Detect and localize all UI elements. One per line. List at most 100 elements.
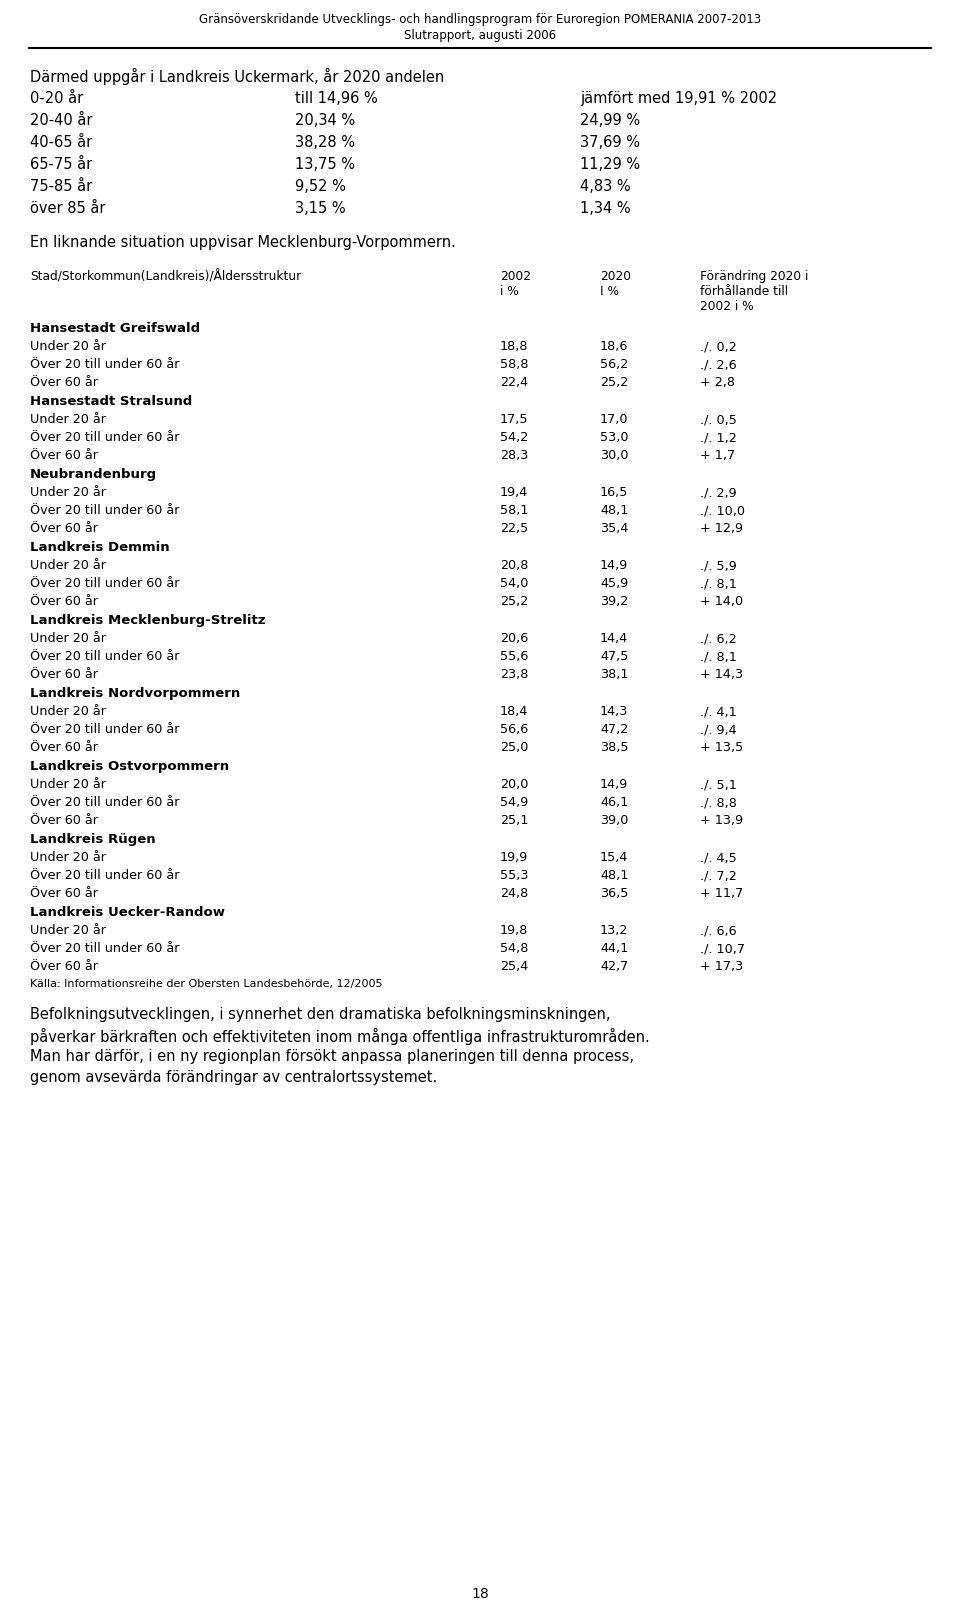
Text: Stad/Storkommun(Landkreis)/Åldersstruktur: Stad/Storkommun(Landkreis)/Åldersstruktu… [30, 270, 301, 283]
Text: Över 60 år: Över 60 år [30, 449, 98, 462]
Text: Källa: Informationsreihe der Obersten Landesbehörde, 12/2005: Källa: Informationsreihe der Obersten La… [30, 978, 382, 990]
Text: Befolkningsutvecklingen, i synnerhet den dramatiska befolkningsminskningen,: Befolkningsutvecklingen, i synnerhet den… [30, 1007, 611, 1022]
Text: 17,5: 17,5 [500, 414, 529, 426]
Text: ./. 7,2: ./. 7,2 [700, 869, 736, 882]
Text: + 2,8: + 2,8 [700, 377, 735, 389]
Text: 18,8: 18,8 [500, 339, 529, 352]
Text: 20,34 %: 20,34 % [295, 113, 355, 129]
Text: till 14,96 %: till 14,96 % [295, 92, 377, 106]
Text: 48,1: 48,1 [600, 504, 629, 516]
Text: 54,8: 54,8 [500, 941, 528, 956]
Text: Över 20 till under 60 år: Över 20 till under 60 år [30, 869, 180, 882]
Text: Under 20 år: Under 20 år [30, 414, 106, 426]
Text: ./. 9,4: ./. 9,4 [700, 722, 736, 735]
Text: + 14,0: + 14,0 [700, 595, 743, 608]
Text: ./. 8,1: ./. 8,1 [700, 650, 737, 663]
Text: 48,1: 48,1 [600, 869, 629, 882]
Text: ./. 6,6: ./. 6,6 [700, 924, 736, 936]
Text: 54,0: 54,0 [500, 578, 528, 591]
Text: Över 20 till under 60 år: Över 20 till under 60 år [30, 796, 180, 809]
Text: 36,5: 36,5 [600, 887, 629, 899]
Text: Landkreis Ostvorpommern: Landkreis Ostvorpommern [30, 759, 229, 772]
Text: 17,0: 17,0 [600, 414, 629, 426]
Text: 11,29 %: 11,29 % [580, 158, 640, 172]
Text: Över 60 år: Över 60 år [30, 887, 98, 899]
Text: 47,5: 47,5 [600, 650, 629, 663]
Text: Över 60 år: Över 60 år [30, 961, 98, 973]
Text: ./. 4,5: ./. 4,5 [700, 851, 736, 864]
Text: 16,5: 16,5 [600, 486, 629, 499]
Text: 25,0: 25,0 [500, 742, 528, 755]
Text: 47,2: 47,2 [600, 722, 628, 735]
Text: Under 20 år: Under 20 år [30, 558, 106, 573]
Text: Under 20 år: Under 20 år [30, 486, 106, 499]
Text: Över 60 år: Över 60 år [30, 521, 98, 536]
Text: ./. 2,6: ./. 2,6 [700, 357, 736, 372]
Text: 56,6: 56,6 [500, 722, 528, 735]
Text: 20,6: 20,6 [500, 632, 528, 645]
Text: Landkreis Rügen: Landkreis Rügen [30, 833, 156, 846]
Text: 18: 18 [471, 1586, 489, 1601]
Text: 54,2: 54,2 [500, 431, 528, 444]
Text: Hansestadt Greifswald: Hansestadt Greifswald [30, 322, 200, 335]
Text: Neubrandenburg: Neubrandenburg [30, 468, 157, 481]
Text: 1,34 %: 1,34 % [580, 201, 631, 216]
Text: Landkreis Nordvorpommern: Landkreis Nordvorpommern [30, 687, 240, 700]
Text: ./. 5,1: ./. 5,1 [700, 779, 737, 792]
Text: Förändring 2020 i
förhållande till
2002 i %: Förändring 2020 i förhållande till 2002 … [700, 270, 808, 314]
Text: ./. 6,2: ./. 6,2 [700, 632, 736, 645]
Text: Över 60 år: Över 60 år [30, 814, 98, 827]
Text: Över 60 år: Över 60 år [30, 668, 98, 681]
Text: 0-20 år: 0-20 år [30, 92, 84, 106]
Text: ./. 10,0: ./. 10,0 [700, 504, 745, 516]
Text: Under 20 år: Under 20 år [30, 851, 106, 864]
Text: Över 20 till under 60 år: Över 20 till under 60 år [30, 357, 180, 372]
Text: 25,2: 25,2 [600, 377, 628, 389]
Text: 19,8: 19,8 [500, 924, 528, 936]
Text: 40-65 år: 40-65 år [30, 135, 92, 150]
Text: 25,4: 25,4 [500, 961, 528, 973]
Text: 25,1: 25,1 [500, 814, 528, 827]
Text: 39,0: 39,0 [600, 814, 629, 827]
Text: Över 60 år: Över 60 år [30, 742, 98, 755]
Text: 20,8: 20,8 [500, 558, 528, 573]
Text: ./. 0,5: ./. 0,5 [700, 414, 737, 426]
Text: 45,9: 45,9 [600, 578, 628, 591]
Text: 56,2: 56,2 [600, 357, 628, 372]
Text: 54,9: 54,9 [500, 796, 528, 809]
Text: 44,1: 44,1 [600, 941, 628, 956]
Text: 24,8: 24,8 [500, 887, 528, 899]
Text: över 85 år: över 85 år [30, 201, 106, 216]
Text: Över 20 till under 60 år: Över 20 till under 60 år [30, 941, 180, 956]
Text: Gränsöverskridande Utvecklings- och handlingsprogram för Euroregion POMERANIA 20: Gränsöverskridande Utvecklings- och hand… [199, 13, 761, 26]
Text: Över 20 till under 60 år: Över 20 till under 60 år [30, 578, 180, 591]
Text: 65-75 år: 65-75 år [30, 158, 92, 172]
Text: 22,5: 22,5 [500, 521, 528, 536]
Text: + 17,3: + 17,3 [700, 961, 743, 973]
Text: + 13,9: + 13,9 [700, 814, 743, 827]
Text: 55,6: 55,6 [500, 650, 528, 663]
Text: 39,2: 39,2 [600, 595, 628, 608]
Text: 20,0: 20,0 [500, 779, 528, 792]
Text: Hansestadt Stralsund: Hansestadt Stralsund [30, 394, 192, 409]
Text: 14,9: 14,9 [600, 779, 628, 792]
Text: 18,6: 18,6 [600, 339, 629, 352]
Text: Över 20 till under 60 år: Över 20 till under 60 år [30, 504, 180, 516]
Text: Över 60 år: Över 60 år [30, 377, 98, 389]
Text: Landkreis Demmin: Landkreis Demmin [30, 541, 170, 553]
Text: 2020
I %: 2020 I % [600, 270, 631, 298]
Text: Över 60 år: Över 60 år [30, 595, 98, 608]
Text: 15,4: 15,4 [600, 851, 629, 864]
Text: 14,3: 14,3 [600, 705, 629, 718]
Text: Under 20 år: Under 20 år [30, 779, 106, 792]
Text: 14,9: 14,9 [600, 558, 628, 573]
Text: påverkar bärkraften och effektiviteten inom många offentliga infrastrukturområde: påverkar bärkraften och effektiviteten i… [30, 1028, 650, 1044]
Text: ./. 10,7: ./. 10,7 [700, 941, 745, 956]
Text: ./. 0,2: ./. 0,2 [700, 339, 736, 352]
Text: genom avsevärda förändringar av centralortssystemet.: genom avsevärda förändringar av centralo… [30, 1070, 437, 1084]
Text: 46,1: 46,1 [600, 796, 628, 809]
Text: 38,5: 38,5 [600, 742, 629, 755]
Text: 55,3: 55,3 [500, 869, 529, 882]
Text: + 1,7: + 1,7 [700, 449, 735, 462]
Text: 42,7: 42,7 [600, 961, 628, 973]
